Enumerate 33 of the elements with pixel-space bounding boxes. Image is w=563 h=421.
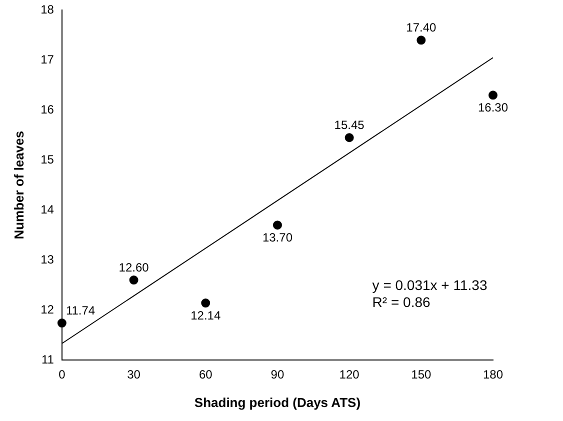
y-tick-label: 18 <box>40 2 54 17</box>
x-axis-title: Shading period (Days ATS) <box>194 394 361 410</box>
point <box>57 318 66 328</box>
data-label: 16.30 <box>478 100 508 114</box>
point <box>129 276 138 285</box>
data-label: 15.45 <box>334 118 365 132</box>
y-tick-label: 15 <box>40 152 54 166</box>
y-tick-label: 11 <box>41 352 54 366</box>
point <box>272 220 282 230</box>
y-tick-label: 16 <box>40 102 54 116</box>
x-tick-label: 0 <box>58 368 66 382</box>
data-label: 12.60 <box>118 260 150 274</box>
data-label: 17.40 <box>406 20 436 34</box>
x-tick-label: 60 <box>198 368 213 382</box>
data-label: 12.14 <box>190 308 221 322</box>
point <box>488 90 498 100</box>
point <box>344 133 354 142</box>
y-tick-label: 13 <box>40 252 54 266</box>
x-tick-label: 120 <box>339 368 360 382</box>
y-tick-label: 12 <box>40 302 54 316</box>
x-tick-label: 150 <box>411 368 432 382</box>
annotation: y = 0.031x + 11.33 <box>372 277 488 294</box>
data-label: 11.74 <box>66 303 96 318</box>
point <box>416 36 426 45</box>
y-tick-label: 14 <box>40 202 54 216</box>
x-tick-label: 30 <box>127 368 141 382</box>
y-tick-label: 17 <box>40 52 54 66</box>
x-tick-label: 90 <box>270 368 284 382</box>
data-label: 13.70 <box>262 230 293 244</box>
point <box>201 298 210 308</box>
annotation: R² = 0.86 <box>372 294 430 310</box>
x-tick-label: 180 <box>482 368 504 382</box>
y-axis-title: Number of leaves <box>11 130 26 240</box>
